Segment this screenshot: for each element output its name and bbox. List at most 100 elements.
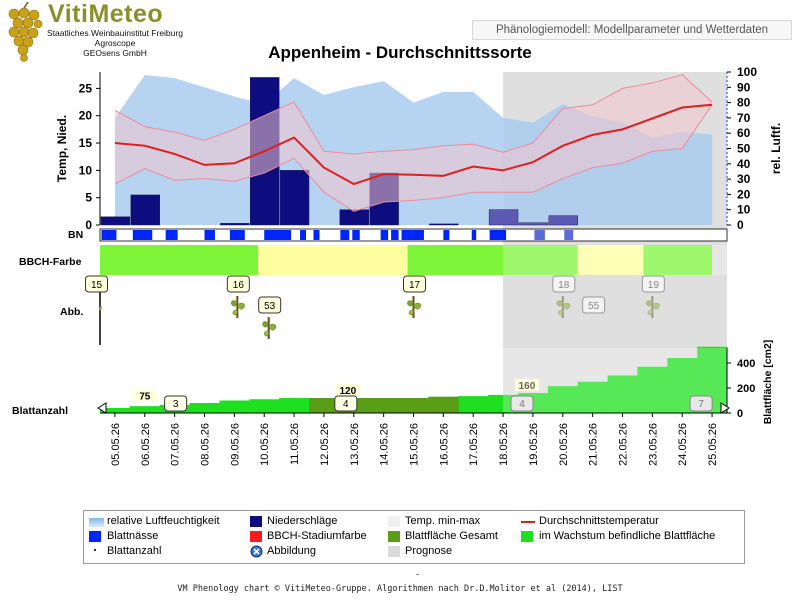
leaf-area-tick-label-0: 0 — [737, 408, 743, 420]
vine-shoot-icon — [99, 306, 102, 311]
leaf-area-bar-17.05.26 — [458, 396, 489, 413]
chart-title: Appenheim - Durchschnittssorte — [268, 43, 532, 62]
leaf-area-bar-11.05.26 — [279, 398, 310, 413]
right-tick-label-10: 10 — [737, 203, 751, 217]
leaf-area-bar-05.05.26 — [100, 408, 131, 413]
leaf-count-value: 3 — [173, 399, 179, 410]
wetness-period — [300, 230, 307, 240]
tab-phenology-model[interactable]: Phänologiemodell: Modellparameter und We… — [472, 20, 792, 40]
precip-bar-09.05.26 — [220, 223, 250, 226]
date-label-24.05.26: 24.05.26 — [677, 423, 689, 466]
leaf-count-badge — [510, 395, 534, 412]
logo-title: VitiMeteo — [48, 0, 164, 28]
vine-leaf — [408, 309, 414, 316]
precip-bar-18.05.26 — [488, 209, 519, 226]
date-label-09.05.26: 09.05.26 — [229, 423, 241, 466]
right-tick-label-0: 0 — [737, 218, 744, 232]
bbch-segment — [100, 245, 259, 275]
legend-swatch-forecast — [388, 546, 400, 557]
vine-leaf — [413, 302, 421, 310]
legend-swatch-humidity — [89, 518, 104, 527]
temp-max-line — [114, 74, 713, 155]
left-tick-label-15: 15 — [79, 136, 93, 150]
wetness-period — [443, 230, 450, 240]
vine-leaf — [556, 300, 564, 307]
stage-number-19: 19 — [648, 280, 660, 291]
temp-mean-line — [114, 103, 713, 186]
stage-number-18: 18 — [558, 280, 570, 291]
vine-leaf — [652, 302, 660, 310]
right-tick-label-40: 40 — [737, 157, 751, 171]
leaf-area-value-160: 160 — [519, 381, 536, 392]
stage-number-17: 17 — [409, 280, 421, 291]
wetness-period — [340, 230, 350, 240]
vine-shoot-icon — [407, 296, 421, 318]
leaf-area-bar-23.05.26 — [637, 366, 668, 413]
legend-swatch-leaf-count — [94, 549, 96, 551]
vine-leaf — [262, 321, 269, 328]
stage-number-15: 15 — [91, 280, 103, 291]
date-label-13.05.26: 13.05.26 — [349, 423, 361, 466]
date-label-17.05.26: 17.05.26 — [468, 423, 480, 466]
leaf-area-tick-label-400: 400 — [737, 358, 755, 370]
vine-shoot-icon — [262, 317, 277, 339]
legend-swatch-precip — [250, 516, 262, 527]
wetness-period — [401, 230, 424, 240]
chart-legend: relative Luftfeuchtigkeit Niederschläge … — [83, 510, 745, 564]
stage-badge-17 — [403, 275, 426, 293]
leaf-area-bar-20.05.26 — [547, 386, 579, 413]
vine-leaf — [646, 300, 653, 307]
leaf-area-bar-22.05.26 — [607, 375, 638, 413]
leaf-area-total-bar-12.05.26 — [309, 398, 340, 413]
stage-number-55: 55 — [588, 301, 600, 312]
leaf-count-value: 7 — [698, 399, 704, 410]
leaf-area-bar-08.05.26 — [189, 403, 220, 413]
bbch-color-label: BBCH-Farbe — [19, 256, 82, 268]
leaf-wetness-label: BN — [68, 229, 84, 241]
wetness-period — [264, 230, 292, 240]
stage-number-53: 53 — [264, 301, 276, 312]
leaf-area-bar-09.05.26 — [219, 400, 250, 413]
date-label-06.05.26: 06.05.26 — [140, 423, 152, 466]
leaf-area-total-bar-14.05.26 — [368, 398, 400, 413]
vine-shoot-icon — [556, 296, 571, 318]
precip-bar-05.05.26 — [100, 216, 131, 226]
leaf-area-total-bar-15.05.26 — [398, 398, 429, 413]
wetness-period — [564, 230, 574, 240]
wetness-period — [534, 230, 545, 240]
precip-bar-06.05.26 — [130, 194, 160, 226]
date-label-18.05.26: 18.05.26 — [498, 423, 510, 466]
stage-number-16: 16 — [233, 280, 245, 291]
date-label-08.05.26: 08.05.26 — [200, 423, 212, 466]
right-tick-label-70: 70 — [737, 111, 751, 125]
vine-shoot-icon — [646, 296, 660, 318]
bbch-segment — [577, 245, 644, 275]
date-label-10.05.26: 10.05.26 — [259, 423, 271, 466]
stage-badge-15 — [85, 275, 109, 293]
right-tick-label-30: 30 — [737, 172, 751, 186]
leaf-area-label-bg — [514, 379, 539, 391]
leaf-count-badge — [164, 395, 188, 412]
scroll-right-icon — [720, 402, 730, 414]
leaf-count-label: Blattanzahl — [12, 405, 69, 417]
stage-badge-19 — [641, 275, 665, 293]
right-tick-label-100: 100 — [737, 65, 757, 79]
bbch-segment — [643, 245, 713, 275]
legend-temp-mean: Durchschnittstemperatur — [539, 515, 659, 527]
wetness-period — [489, 230, 507, 240]
temp-min-line — [114, 104, 713, 212]
date-label-20.05.26: 20.05.26 — [558, 423, 570, 466]
precip-bar-16.05.26 — [429, 223, 459, 226]
legend-temp-band: Temp. min-max — [405, 515, 481, 527]
left-tick-label-25: 25 — [79, 81, 93, 95]
legend-leaf-total: Blattfläche Gesamt — [405, 530, 498, 542]
leaf-area-tick-label-200: 200 — [737, 383, 755, 395]
date-label-16.05.26: 16.05.26 — [438, 423, 450, 466]
vine-leaf — [562, 302, 571, 310]
legend-swatch-temp-mean — [521, 521, 535, 523]
precip-bar-19.05.26 — [518, 222, 549, 226]
wetness-period — [229, 230, 245, 240]
precip-bar-13.05.26 — [339, 209, 369, 226]
